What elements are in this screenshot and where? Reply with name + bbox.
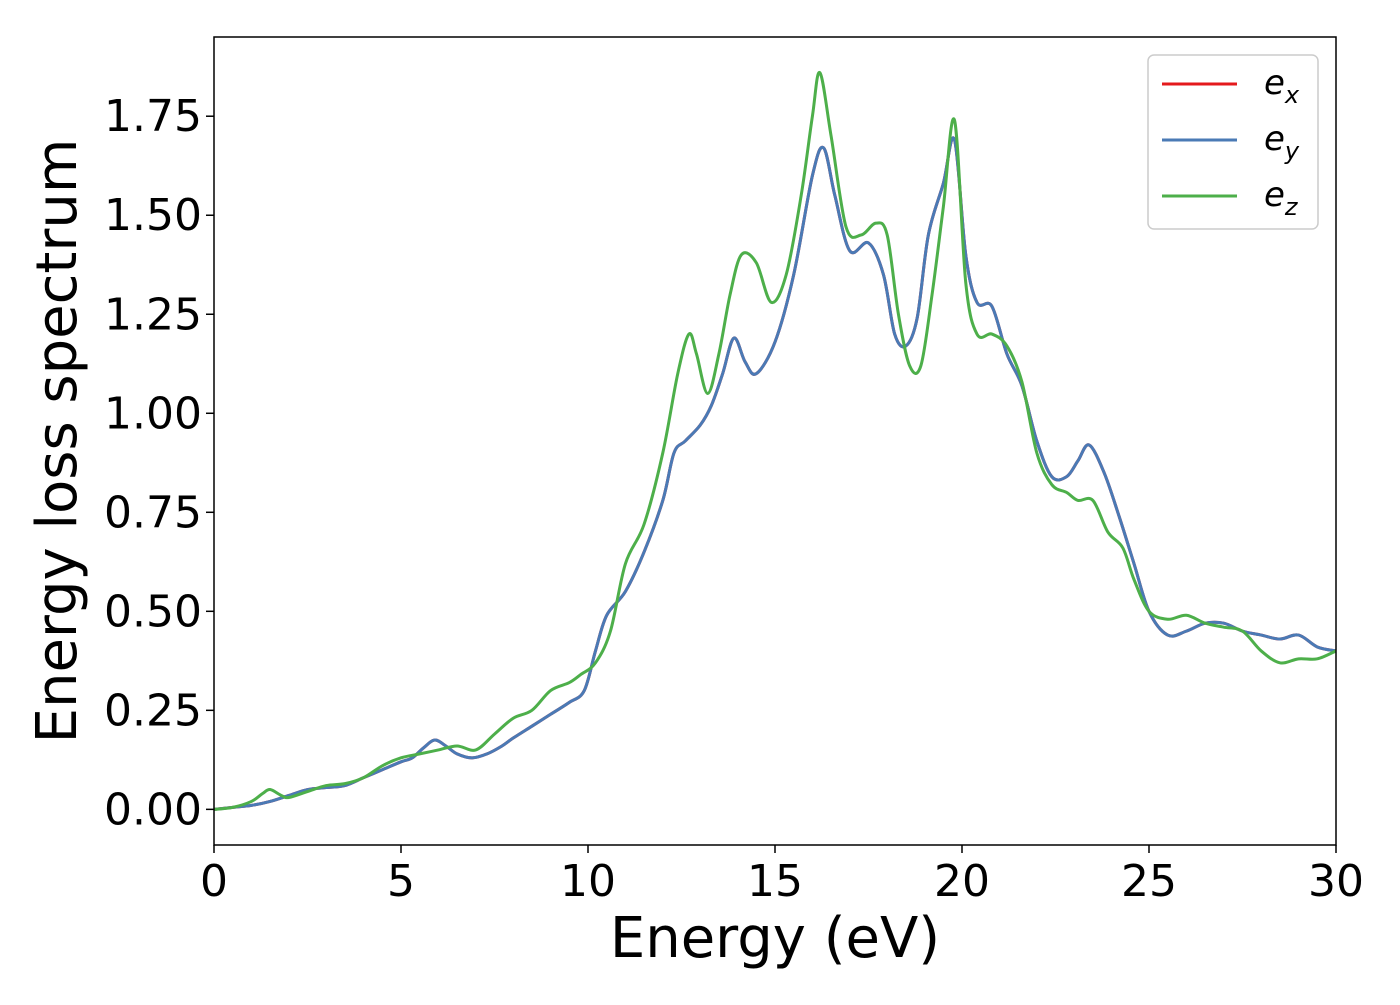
y-axis: 0.00 0.25 0.50 0.75 1.00 1.25 1.50 1.75 (104, 91, 214, 835)
x-tick-label: 30 (1308, 856, 1364, 907)
x-axis: 0 5 10 15 20 25 30 (200, 845, 1364, 907)
y-tick-label: 1.75 (104, 91, 202, 142)
x-tick-label: 25 (1121, 856, 1177, 907)
legend-item-y: ey (1162, 119, 1300, 165)
y-tick-label: 0.50 (104, 586, 202, 637)
plot-area (214, 71, 1336, 811)
legend: ex ey ez (1147, 54, 1319, 230)
x-axis-title: Energy (eV) (610, 906, 940, 971)
x-tick-label: 0 (200, 856, 228, 907)
legend-label: ez (1264, 175, 1299, 221)
legend-label: ex (1264, 63, 1300, 109)
legend-label: ey (1264, 119, 1300, 165)
x-tick-label: 20 (934, 856, 990, 907)
x-tick-label: 10 (560, 856, 616, 907)
legend-item-x: ex (1162, 63, 1300, 109)
series-line-x (214, 136, 1336, 811)
y-tick-label: 0.75 (104, 487, 202, 538)
legend-box (1147, 54, 1319, 230)
y-tick-label: 1.00 (104, 388, 202, 439)
y-tick-label: 0.25 (104, 685, 202, 736)
y-tick-label: 0.00 (104, 784, 202, 835)
x-tick-label: 5 (387, 856, 415, 907)
x-tick-label: 15 (747, 856, 803, 907)
y-tick-label: 1.50 (104, 190, 202, 241)
series-line-z (214, 71, 1336, 811)
y-tick-label: 1.25 (104, 289, 202, 340)
y-axis-title: Energy loss spectrum (25, 139, 90, 744)
legend-item-z: ez (1162, 175, 1299, 221)
series-line-y (214, 136, 1336, 811)
